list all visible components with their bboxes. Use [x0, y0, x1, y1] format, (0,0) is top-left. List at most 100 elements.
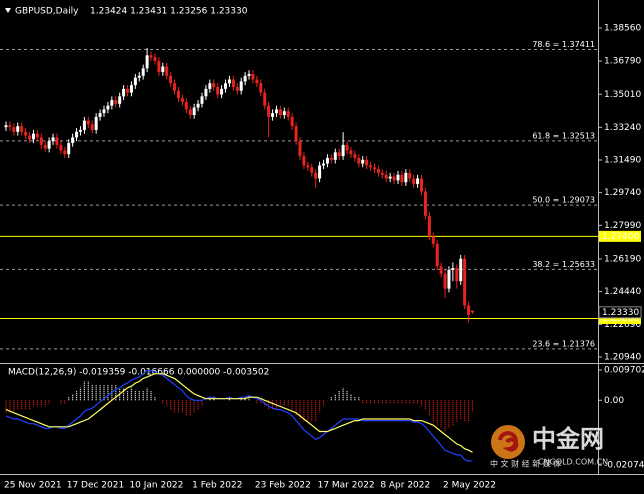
candle-body [431, 236, 435, 244]
candle-body [82, 120, 86, 130]
candle-body [470, 310, 474, 313]
candle-body [451, 268, 455, 270]
symbol-icon [5, 8, 11, 13]
candle-body [392, 176, 396, 181]
candle-body [455, 268, 459, 282]
candle-body [165, 66, 169, 76]
x-tick-label: 17 Dec 2021 [67, 481, 125, 491]
candle-body [310, 167, 314, 173]
candle-body [353, 154, 357, 158]
candle-body [106, 105, 110, 110]
candle-body [78, 129, 82, 132]
candle-body [263, 92, 267, 106]
candle-body [98, 113, 102, 117]
candle-body [86, 120, 90, 125]
candle-body [149, 55, 153, 58]
candle-body [420, 178, 424, 192]
candle-body [282, 111, 286, 116]
candle-body [341, 144, 345, 157]
candle-body [12, 127, 16, 132]
candle-body [271, 113, 275, 117]
candle-body [416, 178, 420, 185]
y-tick-label: 0.00 [604, 396, 624, 406]
candle-body [51, 137, 55, 142]
candle-body [28, 135, 32, 140]
candle-body [224, 83, 228, 89]
candle-body [227, 79, 231, 84]
candle-body [75, 131, 79, 138]
candle-body [384, 174, 388, 179]
x-tick-label: 8 Apr 2022 [380, 481, 430, 491]
candle-body [39, 137, 43, 145]
candle-body [298, 141, 302, 157]
candle-body [200, 96, 204, 104]
fib-label: 78.6 = 1.37411 [532, 40, 595, 49]
candle-body [20, 126, 24, 132]
signal-line [5, 373, 473, 453]
chart-title: GBPUSD,Daily [15, 7, 79, 17]
y-tick-label: 1.20940 [604, 352, 641, 362]
candle-body [345, 144, 349, 151]
candle-body [388, 176, 392, 179]
level-box [599, 313, 641, 325]
candle-body [137, 75, 141, 78]
candle-body [322, 163, 326, 166]
candle-body [372, 167, 376, 170]
logo-swirl [498, 431, 519, 452]
candle-body [235, 87, 239, 91]
candle-body [118, 96, 122, 104]
candle-body [267, 105, 271, 117]
candle-body [141, 68, 145, 76]
candle-body [423, 191, 427, 216]
candle-body [180, 98, 184, 102]
x-tick-label: 1 Feb 2022 [192, 481, 242, 491]
candle-body [247, 73, 251, 76]
candle-body [314, 172, 318, 179]
candle-body [380, 172, 384, 175]
candle-body [318, 165, 322, 179]
candle-body [463, 258, 467, 306]
y-tick-label: 1.29740 [604, 188, 641, 198]
candle-body [306, 165, 310, 168]
candle-body [8, 125, 12, 128]
candle-body [47, 141, 51, 149]
x-tick-label: 23 Feb 2022 [255, 481, 311, 491]
x-tick-label: 17 Mar 2022 [318, 481, 375, 491]
candle-body [184, 101, 188, 110]
candle-body [145, 55, 149, 69]
bid-label: 1.23330 [602, 308, 639, 318]
candle-body [169, 75, 173, 84]
watermark-domain: CNGOLD.COM.CN [538, 458, 608, 467]
candle-body [102, 109, 106, 114]
candle-body [63, 150, 67, 155]
candle-body [55, 137, 59, 145]
candle-body [400, 174, 404, 183]
bid-box [598, 306, 642, 319]
candle-body [396, 174, 400, 181]
candle-body [133, 77, 137, 86]
watermark-slogan: 中 文 财 经 新 媒 体 [490, 459, 561, 469]
candle-body [325, 157, 329, 164]
candle-body [278, 109, 282, 116]
candle-body [220, 88, 224, 95]
candle-body [153, 57, 157, 61]
candle-body [333, 152, 337, 160]
candle-body [349, 150, 353, 155]
candle-body [176, 90, 180, 99]
candle-body [204, 88, 208, 97]
candle-body [24, 131, 28, 136]
candle-body [216, 87, 220, 95]
y-tick-label: 1.38560 [604, 24, 641, 34]
candle-body [255, 79, 259, 84]
candle-body [408, 172, 412, 179]
candle-body [122, 88, 126, 97]
y-tick-label: 1.24440 [604, 287, 641, 297]
candle-body [467, 305, 471, 315]
candle-body [286, 111, 290, 117]
candle-body [376, 169, 380, 173]
y-tick-label: 1.27990 [604, 221, 641, 231]
y-tick-label: 1.33240 [604, 123, 641, 133]
y-tick-label: 1.26190 [604, 254, 641, 264]
candle-body [161, 66, 165, 73]
